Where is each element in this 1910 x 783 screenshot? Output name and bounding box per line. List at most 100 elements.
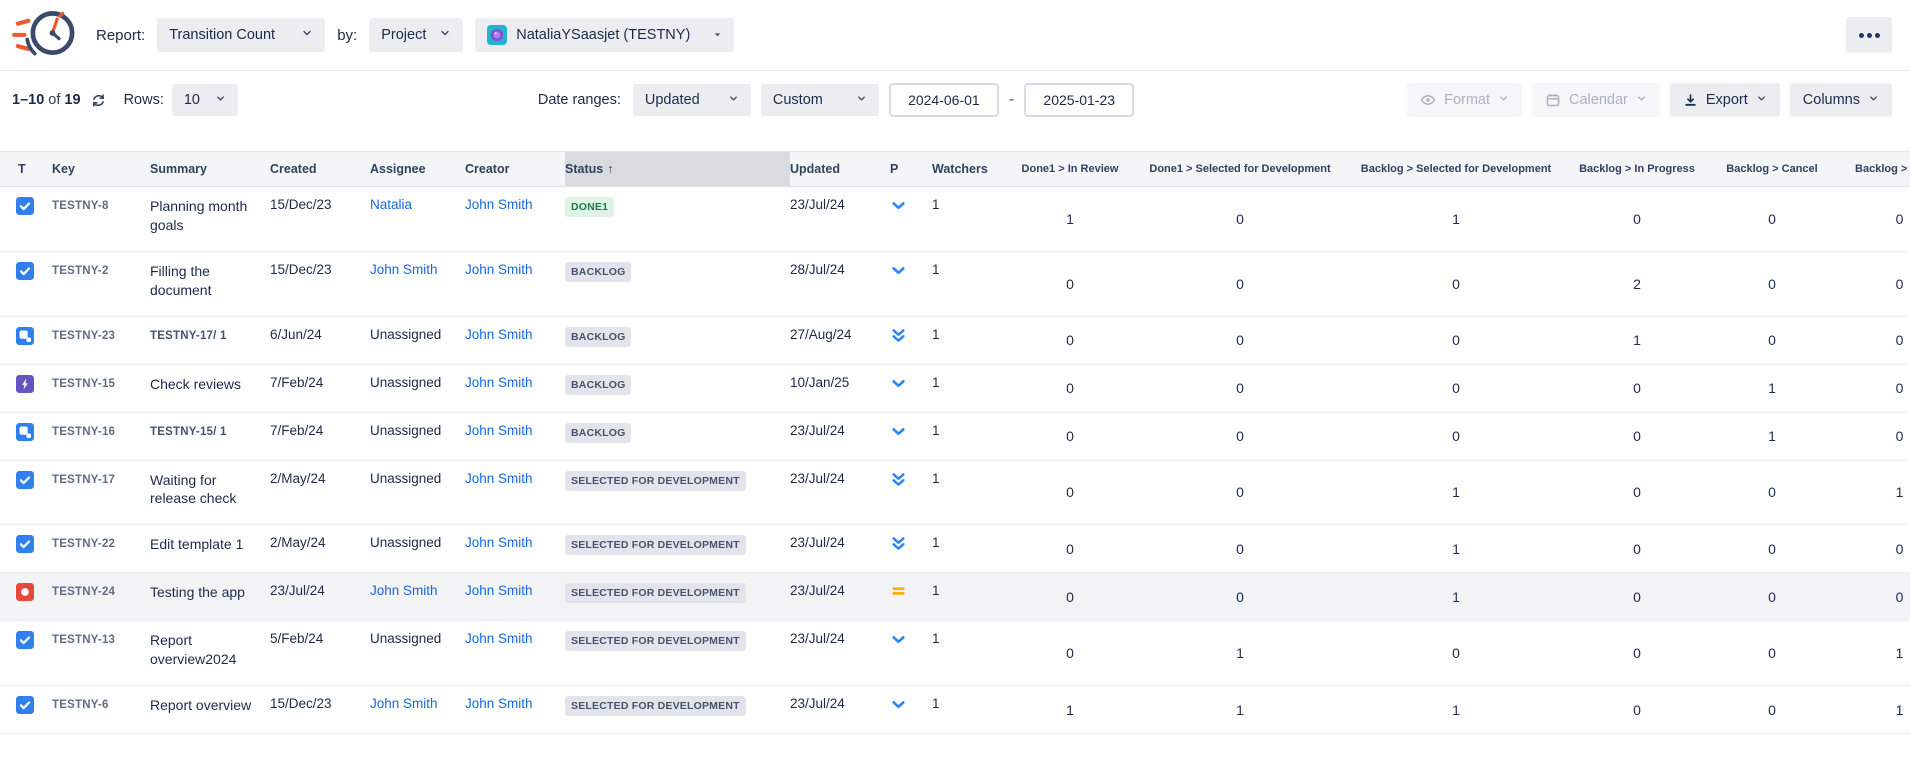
- transition-count-cell-t5: 0: [1707, 686, 1837, 734]
- created-date: 7/Feb/24: [270, 375, 323, 390]
- rows-select-value: 10: [184, 92, 200, 108]
- transition-count-cell-t2: 0: [1135, 573, 1345, 621]
- transition-count: 0: [1896, 428, 1904, 444]
- transition-count-cell-t5: 0: [1707, 187, 1837, 252]
- column-header-t1[interactable]: Done1 > In Review: [1005, 152, 1135, 187]
- creator-cell: John Smith: [465, 412, 565, 460]
- priority-cell: [890, 686, 932, 734]
- column-header-t2[interactable]: Done1 > Selected for Development: [1135, 152, 1345, 187]
- creator-link[interactable]: John Smith: [465, 327, 533, 342]
- priority-cell: [890, 251, 932, 316]
- column-header-type[interactable]: T: [0, 152, 52, 187]
- table-row[interactable]: TESTNY-13Report overview20245/Feb/24Unas…: [0, 621, 1910, 686]
- export-button[interactable]: Export: [1670, 83, 1780, 117]
- more-options-button[interactable]: [1846, 17, 1892, 53]
- report-select[interactable]: Transition Count: [157, 18, 325, 52]
- transition-count-cell-t1: 1: [1005, 187, 1135, 252]
- column-header-created[interactable]: Created: [270, 152, 370, 187]
- watchers-count: 1: [932, 197, 940, 212]
- issue-type-cell: [0, 460, 52, 525]
- status-badge: DONE1: [565, 197, 614, 217]
- issue-summary: TESTNY-17/ 1: [150, 330, 227, 342]
- table-row[interactable]: TESTNY-16TESTNY-15/ 17/Feb/24UnassignedJ…: [0, 412, 1910, 460]
- assignee-name: Unassigned: [370, 327, 441, 342]
- table-row[interactable]: TESTNY-24Testing the app23/Jul/24John Sm…: [0, 573, 1910, 621]
- table-row[interactable]: TESTNY-23TESTNY-17/ 16/Jun/24UnassignedJ…: [0, 316, 1910, 364]
- issue-type-cell: [0, 412, 52, 460]
- column-header-creator[interactable]: Creator: [465, 152, 565, 187]
- creator-link[interactable]: John Smith: [465, 696, 533, 711]
- transition-count: 0: [1236, 484, 1244, 500]
- column-header-t6[interactable]: Backlog > Done1: [1837, 152, 1910, 187]
- watchers-cell: 1: [932, 251, 1005, 316]
- creator-link[interactable]: John Smith: [465, 423, 533, 438]
- creator-link[interactable]: John Smith: [465, 262, 533, 277]
- column-header-t3[interactable]: Backlog > Selected for Development: [1345, 152, 1567, 187]
- watchers-count: 1: [932, 535, 940, 550]
- by-select[interactable]: Project: [369, 18, 463, 52]
- updated-date: 23/Jul/24: [790, 423, 845, 438]
- column-header-watchers[interactable]: Watchers: [932, 152, 1005, 187]
- calendar-button[interactable]: Calendar: [1532, 83, 1660, 117]
- assignee-link[interactable]: Natalia: [370, 197, 412, 212]
- table-row[interactable]: TESTNY-6Report overview15/Dec/23John Smi…: [0, 686, 1910, 734]
- column-header-updated[interactable]: Updated: [790, 152, 890, 187]
- project-select[interactable]: NataliaYSaasjet (TESTNY): [475, 18, 734, 52]
- date-mode-select[interactable]: Custom: [761, 84, 879, 116]
- creator-link[interactable]: John Smith: [465, 375, 533, 390]
- column-header-priority[interactable]: P: [890, 152, 932, 187]
- transition-count: 0: [1066, 380, 1074, 396]
- format-button[interactable]: Format: [1407, 83, 1522, 117]
- transition-count-cell-t5: 0: [1707, 573, 1837, 621]
- table-row[interactable]: TESTNY-8Planning month goals15/Dec/23Nat…: [0, 187, 1910, 252]
- creator-link[interactable]: John Smith: [465, 583, 533, 598]
- column-header-status[interactable]: Status↑: [565, 152, 790, 187]
- assignee-link[interactable]: John Smith: [370, 262, 438, 277]
- columns-button[interactable]: Columns: [1790, 83, 1892, 117]
- created-date: 23/Jul/24: [270, 583, 325, 598]
- task-icon: [16, 541, 34, 556]
- table-row[interactable]: TESTNY-2Filling the document15/Dec/23Joh…: [0, 251, 1910, 316]
- transition-count: 0: [1768, 276, 1776, 292]
- column-header-t5[interactable]: Backlog > Cancel: [1707, 152, 1837, 187]
- status-badge: SELECTED FOR DEVELOPMENT: [565, 583, 746, 603]
- creator-link[interactable]: John Smith: [465, 535, 533, 550]
- creator-link[interactable]: John Smith: [465, 197, 533, 212]
- transition-count-cell-t6: 0: [1837, 316, 1910, 364]
- creator-link[interactable]: John Smith: [465, 631, 533, 646]
- transition-count-cell-t1: 0: [1005, 573, 1135, 621]
- transition-count-cell-t1: 0: [1005, 412, 1135, 460]
- rows-select[interactable]: 10: [172, 84, 238, 116]
- creator-link[interactable]: John Smith: [465, 471, 533, 486]
- transition-count: 0: [1236, 428, 1244, 444]
- assignee-link[interactable]: John Smith: [370, 696, 438, 711]
- transition-count-cell-t4: 1: [1567, 316, 1707, 364]
- priority-cell: [890, 187, 932, 252]
- column-header-key[interactable]: Key: [52, 152, 150, 187]
- table-row[interactable]: TESTNY-17Waiting for release check2/May/…: [0, 460, 1910, 525]
- transition-count: 0: [1633, 211, 1641, 227]
- issue-summary: Report overview: [150, 697, 251, 713]
- transition-count-cell-t5: 0: [1707, 460, 1837, 525]
- refresh-icon[interactable]: [91, 93, 106, 108]
- key-cell: TESTNY-2: [52, 251, 150, 316]
- column-header-t4[interactable]: Backlog > In Progress: [1567, 152, 1707, 187]
- priority-cell: [890, 412, 932, 460]
- column-header-assignee[interactable]: Assignee: [370, 152, 465, 187]
- report-select-value: Transition Count: [169, 27, 275, 43]
- date-to-input[interactable]: [1024, 83, 1134, 117]
- date-field-select[interactable]: Updated: [633, 84, 751, 116]
- issue-summary: Waiting for release check: [150, 472, 236, 507]
- table-row[interactable]: TESTNY-22Edit template 12/May/24Unassign…: [0, 525, 1910, 573]
- updated-cell: 23/Jul/24: [790, 412, 890, 460]
- updated-cell: 23/Jul/24: [790, 525, 890, 573]
- column-header-summary[interactable]: Summary: [150, 152, 270, 187]
- table-row[interactable]: TESTNY-15Check reviews7/Feb/24Unassigned…: [0, 364, 1910, 412]
- summary-cell: Check reviews: [150, 364, 270, 412]
- date-from-input[interactable]: [889, 83, 999, 117]
- transition-count: 1: [1896, 484, 1904, 500]
- summary-cell: TESTNY-17/ 1: [150, 316, 270, 364]
- priority-low-icon: [890, 202, 907, 217]
- transition-count-cell-t5: 0: [1707, 251, 1837, 316]
- assignee-link[interactable]: John Smith: [370, 583, 438, 598]
